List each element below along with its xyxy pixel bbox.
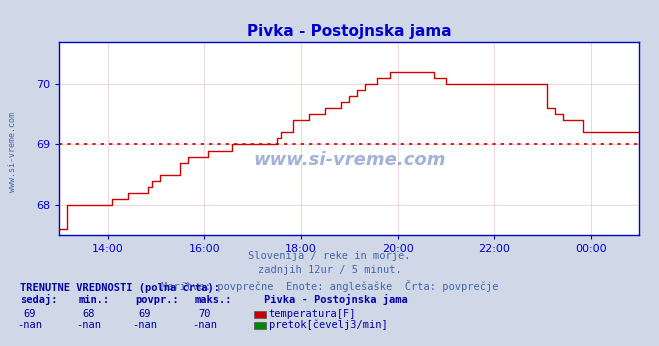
Text: Pivka - Postojnska jama: Pivka - Postojnska jama [264,294,407,305]
Text: maks.:: maks.: [194,295,232,305]
Text: min.:: min.: [79,295,110,305]
Text: www.si-vreme.com: www.si-vreme.com [8,112,17,192]
Text: pretok[čevelj3/min]: pretok[čevelj3/min] [269,319,387,330]
Text: TRENUTNE VREDNOSTI (polna črta):: TRENUTNE VREDNOSTI (polna črta): [20,282,219,293]
Text: povpr.:: povpr.: [135,295,179,305]
Text: www.si-vreme.com: www.si-vreme.com [253,151,445,169]
Text: Meritve: povprečne  Enote: anglešaške  Črta: povprečje: Meritve: povprečne Enote: anglešaške Črt… [161,280,498,292]
Text: 70: 70 [198,309,210,319]
Text: zadnjih 12ur / 5 minut.: zadnjih 12ur / 5 minut. [258,265,401,275]
Text: -nan: -nan [17,320,42,330]
Text: 69: 69 [24,309,36,319]
Text: Slovenija / reke in morje.: Slovenija / reke in morje. [248,251,411,261]
Text: -nan: -nan [132,320,158,330]
Text: 68: 68 [83,309,95,319]
Text: 69: 69 [139,309,151,319]
Text: -nan: -nan [192,320,217,330]
Text: sedaj:: sedaj: [20,294,57,305]
Text: temperatura[F]: temperatura[F] [269,309,357,319]
Title: Pivka - Postojnska jama: Pivka - Postojnska jama [247,24,451,39]
Text: -nan: -nan [76,320,101,330]
